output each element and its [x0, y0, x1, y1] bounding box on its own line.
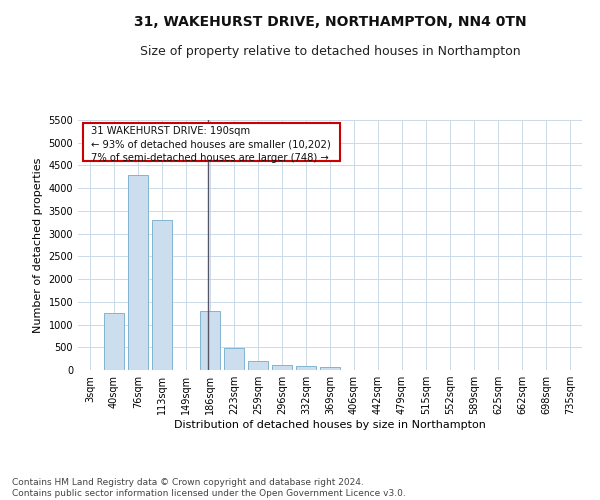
Text: Size of property relative to detached houses in Northampton: Size of property relative to detached ho… [140, 45, 520, 58]
Text: Contains HM Land Registry data © Crown copyright and database right 2024.
Contai: Contains HM Land Registry data © Crown c… [12, 478, 406, 498]
FancyBboxPatch shape [83, 122, 340, 161]
Text: 31, WAKEHURST DRIVE, NORTHAMPTON, NN4 0TN: 31, WAKEHURST DRIVE, NORTHAMPTON, NN4 0T… [134, 15, 526, 29]
Bar [296, 366, 316, 370]
Bar [128, 174, 148, 370]
Bar [272, 366, 292, 370]
Bar [152, 220, 172, 370]
Text: 31 WAKEHURST DRIVE: 190sqm
← 93% of detached houses are smaller (10,202)
7% of s: 31 WAKEHURST DRIVE: 190sqm ← 93% of deta… [91, 126, 331, 162]
Bar [200, 311, 220, 370]
X-axis label: Distribution of detached houses by size in Northampton: Distribution of detached houses by size … [174, 420, 486, 430]
Bar [104, 313, 124, 370]
Y-axis label: Number of detached properties: Number of detached properties [33, 158, 43, 332]
Bar [248, 361, 268, 370]
Bar [320, 368, 340, 370]
Bar [224, 348, 244, 370]
